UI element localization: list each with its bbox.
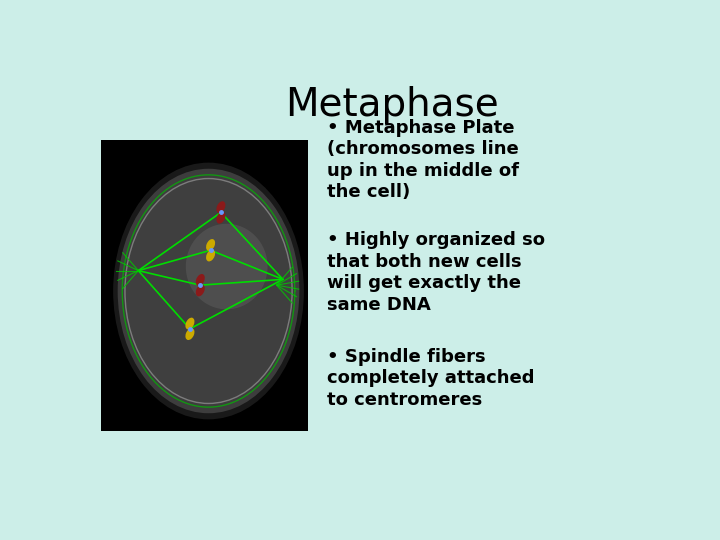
- Ellipse shape: [113, 163, 304, 420]
- Ellipse shape: [217, 201, 225, 213]
- Ellipse shape: [206, 249, 215, 261]
- Ellipse shape: [196, 274, 204, 286]
- Bar: [101, 140, 307, 431]
- Text: Metaphase: Metaphase: [285, 85, 499, 124]
- Text: • Spindle fibers
completely attached
to centromeres: • Spindle fibers completely attached to …: [327, 348, 535, 409]
- Ellipse shape: [186, 318, 194, 329]
- Ellipse shape: [217, 212, 225, 224]
- Ellipse shape: [206, 239, 215, 251]
- Ellipse shape: [186, 224, 268, 309]
- Ellipse shape: [125, 179, 292, 403]
- Ellipse shape: [117, 168, 300, 413]
- Text: • Highly organized so
that both new cells
will get exactly the
same DNA: • Highly organized so that both new cell…: [327, 231, 545, 314]
- Ellipse shape: [186, 328, 194, 340]
- Text: • Metaphase Plate
(chromosomes line
up in the middle of
the cell): • Metaphase Plate (chromosomes line up i…: [327, 119, 519, 201]
- Ellipse shape: [196, 285, 204, 296]
